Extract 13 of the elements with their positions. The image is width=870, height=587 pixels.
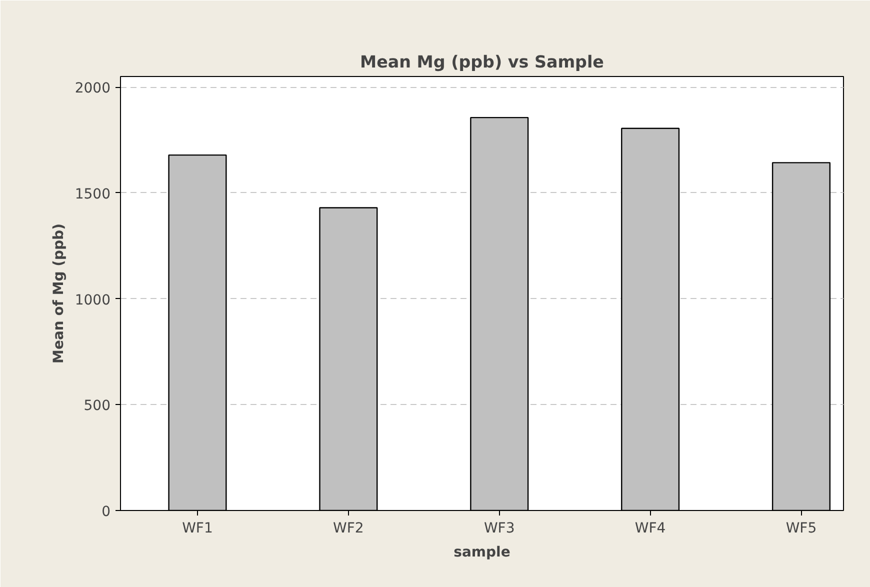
y-tick-label: 500 (84, 398, 111, 414)
y-tick-label: 2000 (74, 80, 111, 97)
chart-title: Mean Mg (ppb) vs Sample (360, 52, 604, 72)
x-tick-label: WF3 (484, 520, 515, 536)
y-tick-label: 1500 (74, 186, 111, 202)
y-axis-title: Mean of Mg (ppb) (50, 223, 67, 364)
x-axis-title: sample (454, 544, 510, 560)
x-tick-label: WF2 (333, 520, 364, 536)
x-tick-label: WF1 (182, 520, 213, 536)
y-tick-label: 1000 (74, 292, 111, 308)
y-tick-label: 0 (102, 504, 111, 520)
x-tick-label: WF4 (634, 520, 666, 536)
x-tick-label: WF5 (786, 520, 817, 536)
